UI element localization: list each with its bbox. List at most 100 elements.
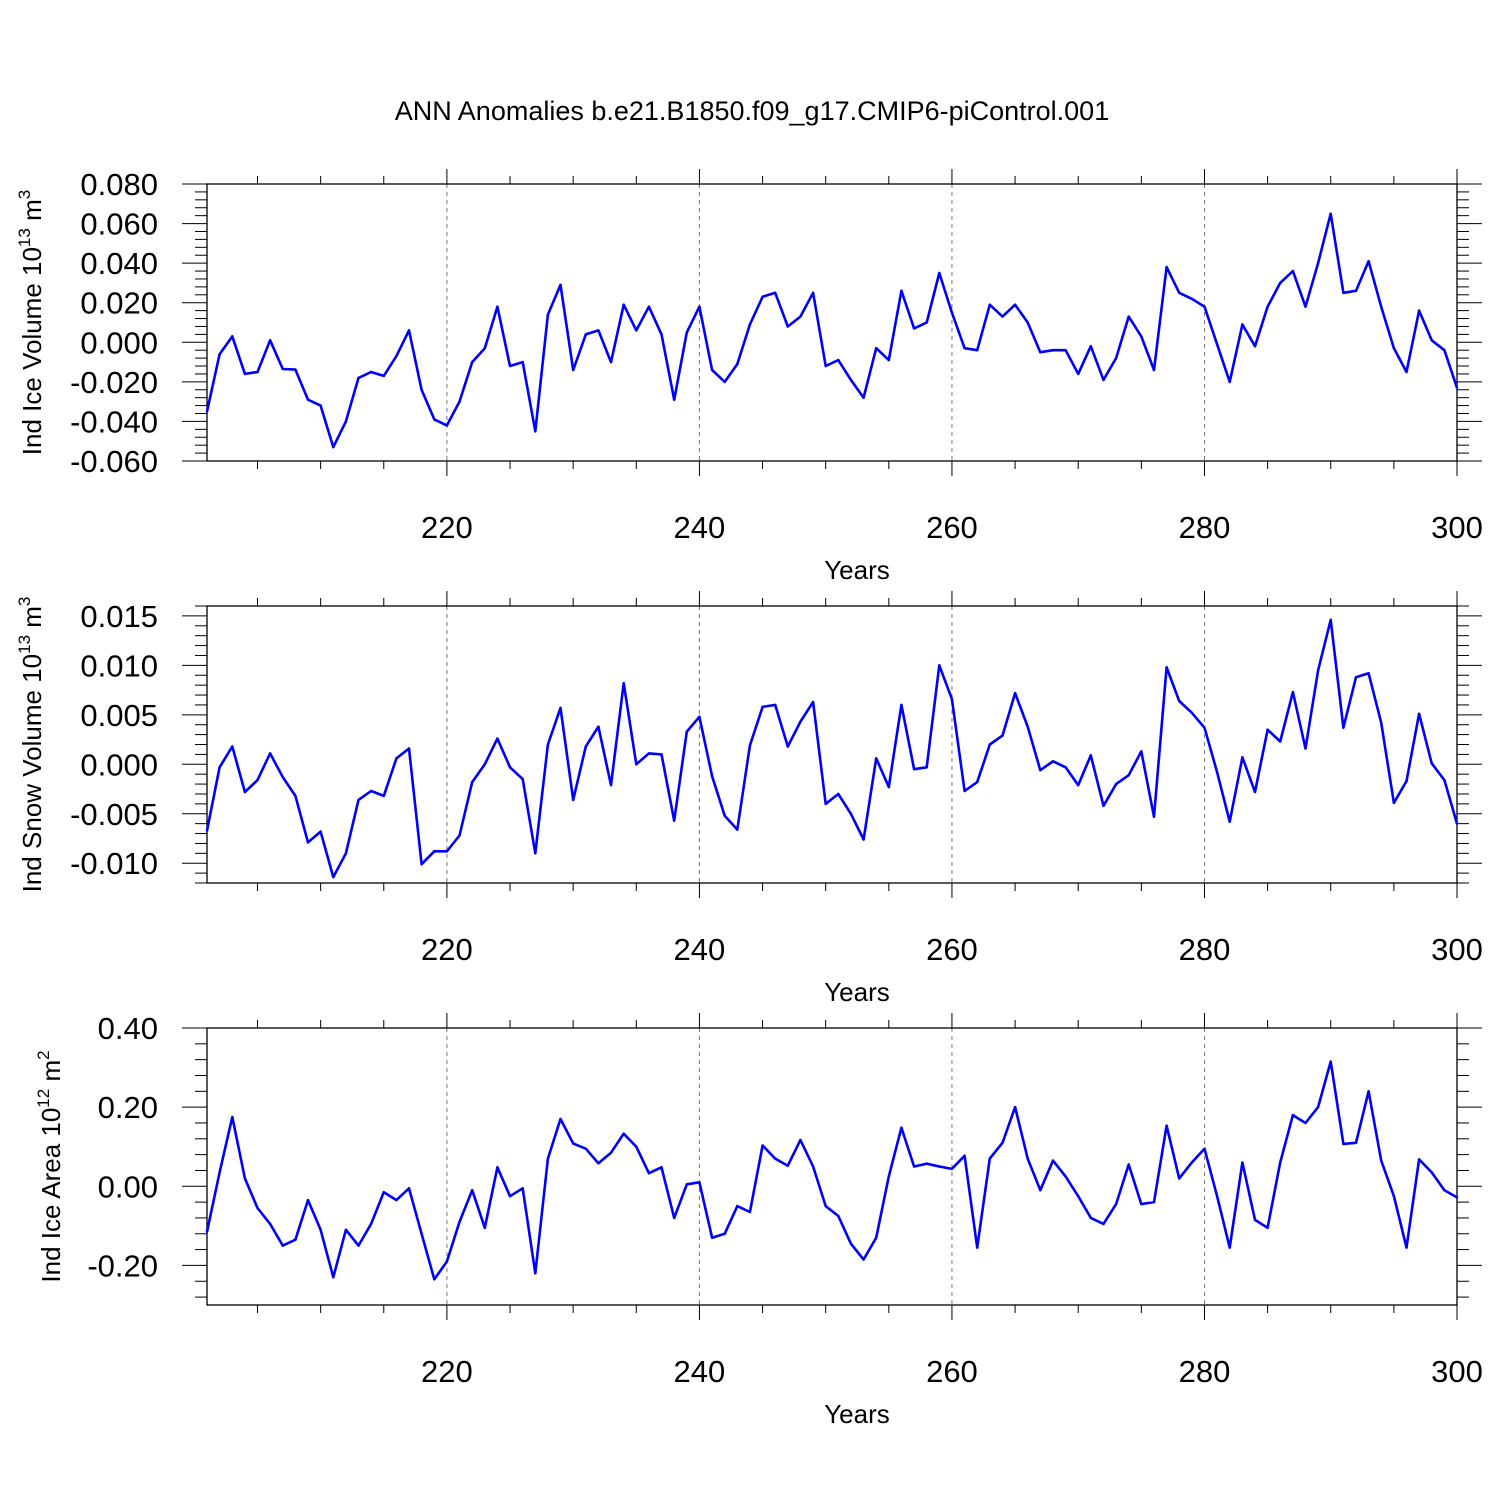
data-point xyxy=(1392,801,1396,805)
data-point xyxy=(622,1132,625,1135)
data-point xyxy=(382,1191,385,1194)
data-point xyxy=(1380,721,1383,724)
data-point xyxy=(1140,335,1143,338)
data-point xyxy=(1253,345,1257,348)
data-point xyxy=(925,321,928,324)
data-point xyxy=(938,271,941,275)
data-point xyxy=(1064,1175,1067,1178)
data-point xyxy=(294,1238,297,1241)
x-tick-label: 300 xyxy=(1431,932,1483,967)
x-tick-label: 260 xyxy=(926,932,978,967)
data-point xyxy=(736,362,739,366)
data-point xyxy=(521,360,524,364)
data-point xyxy=(1114,1202,1118,1206)
panels: 220 240 260 280 300 -0.060 -0.040 -0.020 0.000 0.… xyxy=(15,167,1483,1429)
data-point xyxy=(950,697,954,701)
data-point xyxy=(647,305,651,308)
y-axis-label-exponent: 13 xyxy=(15,228,34,247)
data-point xyxy=(1241,323,1244,326)
data-point xyxy=(445,1260,449,1263)
data-point xyxy=(1013,303,1017,306)
series-line-1 xyxy=(205,1060,1458,1281)
y-tick-label: 0.010 xyxy=(80,648,158,683)
data-point xyxy=(1455,822,1459,825)
data-point xyxy=(685,730,688,733)
data-point xyxy=(420,1232,423,1235)
data-point xyxy=(483,347,486,350)
data-point xyxy=(559,283,562,287)
data-point xyxy=(395,1198,398,1202)
data-point xyxy=(1026,1157,1029,1160)
data-point xyxy=(433,850,436,853)
data-point xyxy=(1279,281,1282,285)
data-point xyxy=(256,778,259,782)
y-axis-label-unit-exponent: 3 xyxy=(15,190,34,199)
data-point xyxy=(824,364,827,368)
data-point xyxy=(862,1258,865,1261)
data-point xyxy=(900,289,903,293)
data-point xyxy=(976,780,979,784)
data-point xyxy=(925,1162,928,1165)
x-tick-label: 220 xyxy=(421,1354,473,1389)
data-point xyxy=(1417,309,1421,312)
data-point xyxy=(1266,305,1269,308)
data-point xyxy=(256,1206,259,1210)
data-point xyxy=(761,705,764,709)
y-tick-label: 0.20 xyxy=(98,1090,158,1125)
data-point xyxy=(559,1117,562,1121)
x-tick-label: 300 xyxy=(1431,1354,1483,1389)
series-line-1 xyxy=(205,618,1459,879)
data-point xyxy=(849,812,853,815)
data-point xyxy=(710,1236,714,1239)
data-point xyxy=(1039,769,1042,772)
data-point xyxy=(332,1276,335,1279)
data-point xyxy=(1291,269,1295,273)
data-point xyxy=(357,1244,360,1247)
data-point xyxy=(1114,782,1118,786)
data-point xyxy=(458,834,461,837)
data-point xyxy=(609,1151,613,1154)
y-tick-label: -0.20 xyxy=(87,1248,158,1283)
x-tick-label: 240 xyxy=(674,510,726,545)
data-point xyxy=(1001,315,1004,318)
data-point xyxy=(887,785,891,789)
data-point xyxy=(534,1272,537,1275)
data-point xyxy=(862,838,865,841)
y-axis-label: Ind Ice Volume 1013 m3 xyxy=(15,190,47,455)
data-point xyxy=(1253,790,1257,794)
x-tick-label: 280 xyxy=(1179,510,1231,545)
data-point xyxy=(496,737,499,740)
data-point xyxy=(736,1204,739,1208)
data-point xyxy=(1165,265,1168,269)
data-point xyxy=(1316,1105,1320,1109)
data-point xyxy=(963,1154,966,1158)
data-point xyxy=(1064,349,1067,352)
data-point xyxy=(609,783,613,787)
data-point xyxy=(344,1228,348,1232)
data-point xyxy=(874,1236,878,1239)
data-point xyxy=(407,1187,411,1190)
data-point xyxy=(799,720,802,723)
data-point xyxy=(306,841,310,844)
data-point xyxy=(1026,321,1029,324)
data-point xyxy=(1228,1246,1231,1249)
data-point xyxy=(672,1216,676,1220)
y-axis-label: Ind Ice Area 1012 m2 xyxy=(34,1050,66,1282)
data-point xyxy=(748,744,752,747)
data-point xyxy=(496,1166,499,1169)
data-point xyxy=(458,400,461,403)
x-tick-label: 240 xyxy=(674,1354,726,1389)
data-point xyxy=(1114,356,1118,360)
data-point xyxy=(622,681,625,685)
data-point xyxy=(382,794,385,798)
y-tick-label: -0.010 xyxy=(70,846,158,881)
x-tick-label: 280 xyxy=(1179,932,1231,967)
data-point xyxy=(1203,726,1206,729)
data-point xyxy=(1392,347,1396,350)
data-point xyxy=(988,743,992,746)
data-point xyxy=(1392,1194,1396,1198)
data-point xyxy=(420,863,423,866)
data-point xyxy=(1430,762,1433,765)
data-point xyxy=(243,1177,247,1180)
data-point xyxy=(470,360,474,364)
